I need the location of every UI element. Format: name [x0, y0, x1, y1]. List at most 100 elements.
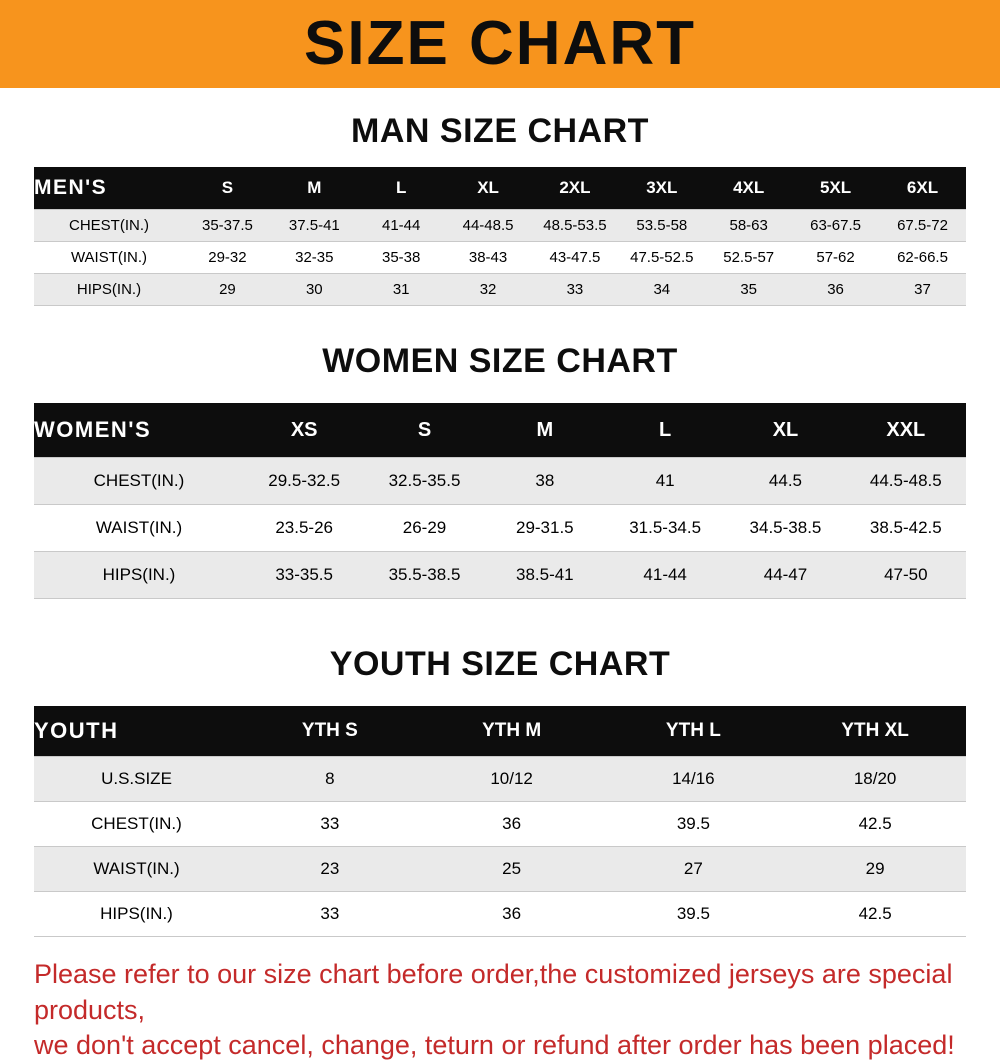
table-title-cell: WOMEN'S	[34, 417, 152, 442]
size-value-cell: 41	[604, 457, 726, 505]
size-value-cell: 36	[792, 273, 879, 306]
measurement-label: U.S.SIZE	[34, 756, 239, 802]
size-value-cell: 62-66.5	[879, 241, 966, 274]
size-value-cell: 38.5-42.5	[845, 504, 966, 552]
size-value-cell: 34.5-38.5	[725, 504, 846, 552]
size-column-header: YTH XL	[841, 720, 909, 741]
table-head: WOMEN'S XS S M L XL XXL	[34, 403, 966, 458]
women-size-table: WOMEN'S XS S M L XL XXL CHEST(IN.) 29.5-32.5 32.5…	[34, 403, 966, 599]
size-column-header: M	[536, 418, 554, 441]
size-column-header: L	[395, 178, 407, 197]
size-value-cell: 38-43	[444, 241, 532, 274]
table-row: WAIST(IN.) 29-32 32-35 35-38 38-43 43-47.5 47.…	[34, 241, 966, 274]
table-row: U.S.SIZE 8 10/12 14/16 18/20	[34, 756, 966, 802]
size-value-cell: 29	[784, 846, 966, 892]
size-value-cell: 44-48.5	[444, 209, 532, 242]
size-value-cell: 39.5	[602, 891, 785, 937]
size-column-header: 5XL	[819, 178, 852, 197]
size-value-cell: 35-37.5	[184, 209, 271, 242]
size-value-cell: 43-47.5	[531, 241, 619, 274]
banner: SIZE CHART	[0, 0, 1000, 88]
size-value-cell: 53.5-58	[618, 209, 706, 242]
size-value-cell: 29.5-32.5	[244, 457, 365, 505]
footer-note: Please refer to our size chart before or…	[0, 937, 1000, 1064]
table-header-row: YOUTH YTH S YTH M YTH L YTH XL	[34, 706, 966, 757]
size-value-cell: 33	[239, 891, 421, 937]
size-column-header: 3XL	[646, 178, 678, 197]
table-title-cell: MEN'S	[34, 176, 108, 199]
size-value-cell: 37.5-41	[270, 209, 358, 242]
size-value-cell: 10/12	[420, 756, 603, 802]
measurement-label: WAIST(IN.)	[34, 504, 244, 552]
size-value-cell: 44-47	[725, 551, 846, 599]
size-value-cell: 41-44	[357, 209, 445, 242]
size-value-cell: 33	[239, 801, 421, 847]
size-column-header: S	[417, 418, 432, 441]
size-column-header: M	[307, 178, 322, 197]
measurement-label: CHEST(IN.)	[34, 801, 239, 847]
size-value-cell: 38	[484, 457, 605, 505]
measurement-label: HIPS(IN.)	[34, 891, 239, 937]
table-row: HIPS(IN.) 29 30 31 32 33 34 35 36 37	[34, 273, 966, 306]
size-value-cell: 42.5	[784, 891, 966, 937]
footer-line-2: we don't accept cancel, change, teturn o…	[34, 1030, 955, 1061]
size-value-cell: 29-31.5	[484, 504, 605, 552]
table-body: CHEST(IN.) 29.5-32.5 32.5-35.5 38 41 44.5 44.5…	[34, 457, 966, 599]
table-row: CHEST(IN.) 33 36 39.5 42.5	[34, 801, 966, 847]
size-column-header: 6XL	[906, 178, 939, 197]
footer-line-1: Please refer to our size chart before or…	[34, 959, 953, 1025]
size-value-cell: 29	[184, 273, 271, 306]
size-value-cell: 37	[879, 273, 966, 306]
size-value-cell: 57-62	[792, 241, 879, 274]
table-row: CHEST(IN.) 29.5-32.5 32.5-35.5 38 41 44.5 44.5…	[34, 457, 966, 505]
size-column-header: L	[659, 418, 672, 441]
size-value-cell: 34	[618, 273, 706, 306]
page-title: SIZE CHART	[304, 9, 696, 78]
table-row: WAIST(IN.) 23 25 27 29	[34, 846, 966, 892]
size-column-header: YTH M	[482, 720, 542, 741]
size-value-cell: 29-32	[184, 241, 271, 274]
size-column-header: XL	[477, 178, 499, 197]
size-value-cell: 47-50	[845, 551, 966, 599]
measurement-label: HIPS(IN.)	[34, 551, 244, 599]
size-value-cell: 47.5-52.5	[618, 241, 706, 274]
table-header-row: WOMEN'S XS S M L XL XXL	[34, 403, 966, 458]
table-header-row: MEN'S S M L XL 2XL 3XL 4XL 5XL 6XL	[34, 167, 966, 210]
size-value-cell: 44.5-48.5	[845, 457, 966, 505]
size-column-header: 4XL	[733, 178, 765, 197]
table-body: CHEST(IN.) 35-37.5 37.5-41 41-44 44-48.5 48.5…	[34, 209, 966, 306]
table-row: CHEST(IN.) 35-37.5 37.5-41 41-44 44-48.5 48.5…	[34, 209, 966, 242]
size-value-cell: 25	[420, 846, 603, 892]
size-value-cell: 26-29	[364, 504, 485, 552]
size-value-cell: 32.5-35.5	[364, 457, 485, 505]
size-value-cell: 32-35	[270, 241, 358, 274]
size-value-cell: 39.5	[602, 801, 785, 847]
measurement-label: CHEST(IN.)	[34, 209, 184, 242]
measurement-label: CHEST(IN.)	[34, 457, 244, 505]
section-heading-men: MAN SIZE CHART	[351, 112, 649, 150]
size-value-cell: 8	[239, 756, 421, 802]
size-column-header: XL	[772, 418, 799, 441]
size-value-cell: 41-44	[604, 551, 726, 599]
size-chart-sections: MAN SIZE CHART MEN'S S M L XL 2XL 3XL 4XL 5XL 6XL C…	[0, 112, 1000, 937]
size-value-cell: 42.5	[784, 801, 966, 847]
size-column-header: YTH S	[301, 720, 358, 741]
table-body: U.S.SIZE 8 10/12 14/16 18/20 CHEST(IN.) 33 36 39…	[34, 756, 966, 937]
table-row: HIPS(IN.) 33 36 39.5 42.5	[34, 891, 966, 937]
size-value-cell: 35	[705, 273, 793, 306]
size-value-cell: 14/16	[602, 756, 785, 802]
table-head: YOUTH YTH S YTH M YTH L YTH XL	[34, 706, 966, 757]
size-value-cell: 52.5-57	[705, 241, 793, 274]
size-chart-section-men: MAN SIZE CHART MEN'S S M L XL 2XL 3XL 4XL 5XL 6XL C…	[0, 112, 1000, 306]
size-value-cell: 35-38	[357, 241, 445, 274]
measurement-label: HIPS(IN.)	[34, 273, 184, 306]
measurement-label: WAIST(IN.)	[34, 241, 184, 274]
size-value-cell: 38.5-41	[484, 551, 605, 599]
size-column-header: XXL	[886, 418, 926, 441]
size-chart-section-women: WOMEN SIZE CHART WOMEN'S XS S M L XL XXL CHEST(I…	[0, 342, 1000, 599]
size-column-header: 2XL	[559, 178, 591, 197]
table-row: WAIST(IN.) 23.5-26 26-29 29-31.5 31.5-34.5 34…	[34, 504, 966, 552]
size-value-cell: 33-35.5	[244, 551, 365, 599]
size-value-cell: 35.5-38.5	[364, 551, 485, 599]
size-value-cell: 44.5	[725, 457, 846, 505]
